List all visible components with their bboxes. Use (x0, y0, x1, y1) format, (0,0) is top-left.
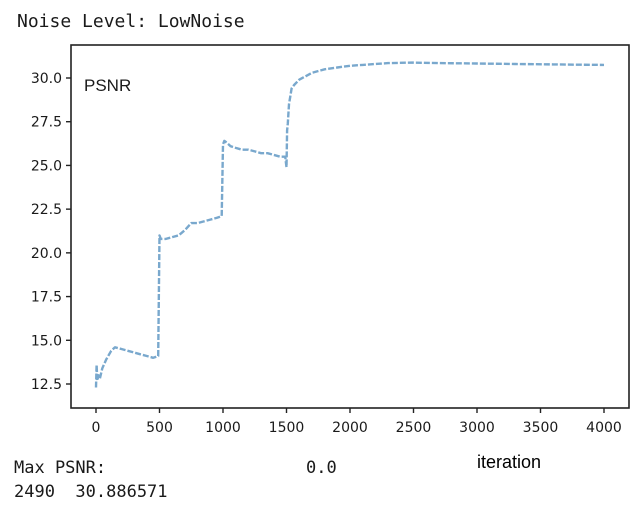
psnr-annotation: PSNR (84, 76, 131, 95)
x-tick-label: 0 (92, 420, 101, 436)
x-tick-label: 1000 (205, 420, 241, 436)
x-tick-label: 3500 (523, 420, 559, 436)
y-tick-label: 22.5 (31, 202, 62, 218)
y-tick-label: 27.5 (31, 115, 62, 131)
y-tick-label: 30.0 (31, 71, 62, 87)
plot-frame (70, 44, 630, 409)
x-tick-label: 4000 (586, 420, 622, 436)
max-psnr-value: 2490 30.886571 (14, 482, 168, 502)
y-tick-label: 12.5 (31, 377, 62, 393)
y-tick-label: 15.0 (31, 333, 62, 349)
x-tick-label: 2000 (332, 420, 368, 436)
x-axis-label: iteration (477, 452, 542, 472)
x-tick-label: 500 (146, 420, 173, 436)
y-tick-label: 25.0 (31, 158, 62, 174)
x-tick-label: 1500 (269, 420, 305, 436)
y-tick-label: 20.0 (31, 246, 62, 262)
zero-value: 0.0 (306, 458, 337, 478)
noise-level-title: Noise Level: LowNoise (17, 11, 245, 32)
x-tick-label: 2500 (396, 420, 432, 436)
x-tick-label: 3000 (459, 420, 495, 436)
max-psnr-label: Max PSNR: (14, 458, 107, 478)
y-tick-label: 17.5 (31, 290, 62, 306)
psnr-line (94, 61, 605, 388)
